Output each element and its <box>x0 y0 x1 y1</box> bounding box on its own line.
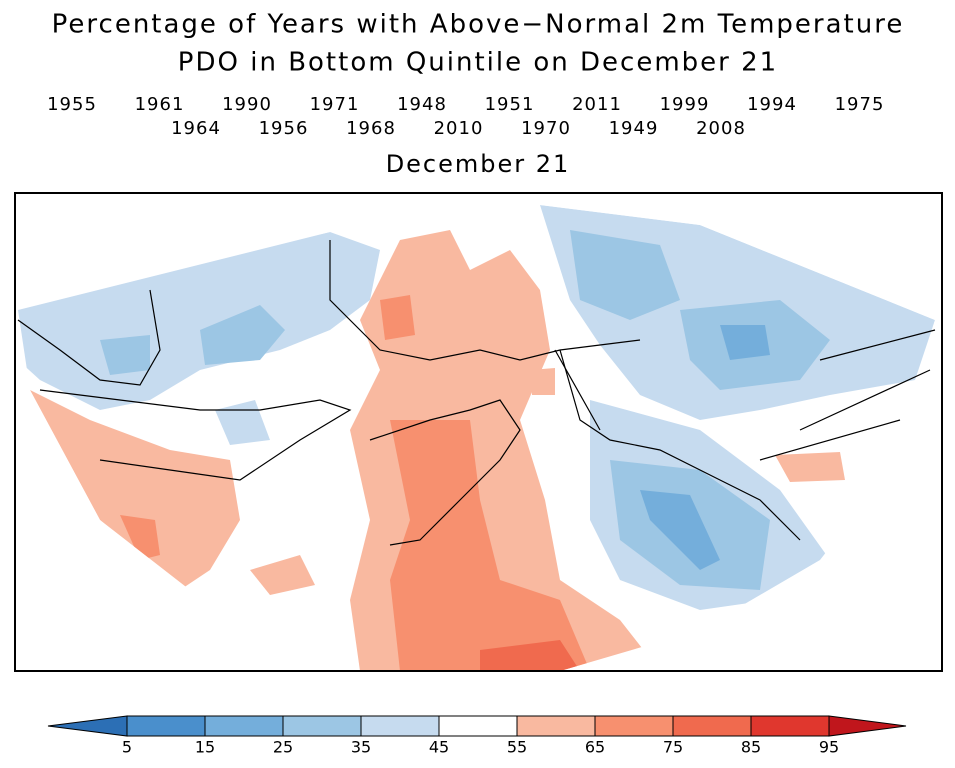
colorbar-segment <box>204 715 284 737</box>
colorbar-label: 65 <box>585 738 605 757</box>
title-line: Percentage of Years with Above−Normal 2m… <box>52 10 905 40</box>
colorbar-label: 95 <box>819 738 839 757</box>
colorbar-segment <box>126 715 206 737</box>
colorbar-segment <box>516 715 596 737</box>
colorbar-label: 45 <box>429 738 449 757</box>
colorbar-arrow <box>47 715 128 737</box>
colorbar-label: 85 <box>741 738 761 757</box>
year: 1999 <box>660 94 710 115</box>
year: 1970 <box>521 118 571 139</box>
year: 1990 <box>222 94 272 115</box>
colorbar-segment <box>282 715 362 737</box>
year: 1956 <box>259 118 309 139</box>
title-line: PDO in Bottom Quintile on December 21 <box>178 48 778 78</box>
year: 1964 <box>171 118 221 139</box>
year: 2008 <box>696 118 746 139</box>
colorbar-label: 35 <box>351 738 371 757</box>
colorbar-label: 5 <box>122 738 132 757</box>
colorbar-label: 25 <box>273 738 293 757</box>
year: 1961 <box>135 94 185 115</box>
year: 1951 <box>485 94 535 115</box>
colorbar-segment <box>672 715 752 737</box>
colorbar-segment <box>750 715 830 737</box>
year: 1975 <box>835 94 885 115</box>
map <box>14 192 943 672</box>
year: 1948 <box>397 94 447 115</box>
colorbar-arrow <box>828 715 907 737</box>
colorbar-segment <box>438 715 518 737</box>
colorbar-segment <box>594 715 674 737</box>
contour-fill <box>18 205 935 671</box>
map-frame <box>14 192 943 672</box>
year: 2011 <box>572 94 622 115</box>
colorbar-segment <box>360 715 440 737</box>
colorbar: 5 15 25 35 45 55 65 75 85 95 <box>47 715 907 757</box>
subtitle: December 21 <box>386 150 571 178</box>
year: 1971 <box>310 94 360 115</box>
year: 1994 <box>747 94 797 115</box>
colorbar-label: 55 <box>507 738 527 757</box>
year: 1955 <box>47 94 97 115</box>
coastline <box>17 240 936 546</box>
year: 2010 <box>434 118 484 139</box>
colorbar-label: 15 <box>195 738 215 757</box>
year: 1949 <box>609 118 659 139</box>
year: 1968 <box>346 118 396 139</box>
year-list: 1955 1961 1990 1971 1948 1951 2011 1999 1994 1975… <box>47 94 885 139</box>
colorbar-label: 75 <box>663 738 683 757</box>
